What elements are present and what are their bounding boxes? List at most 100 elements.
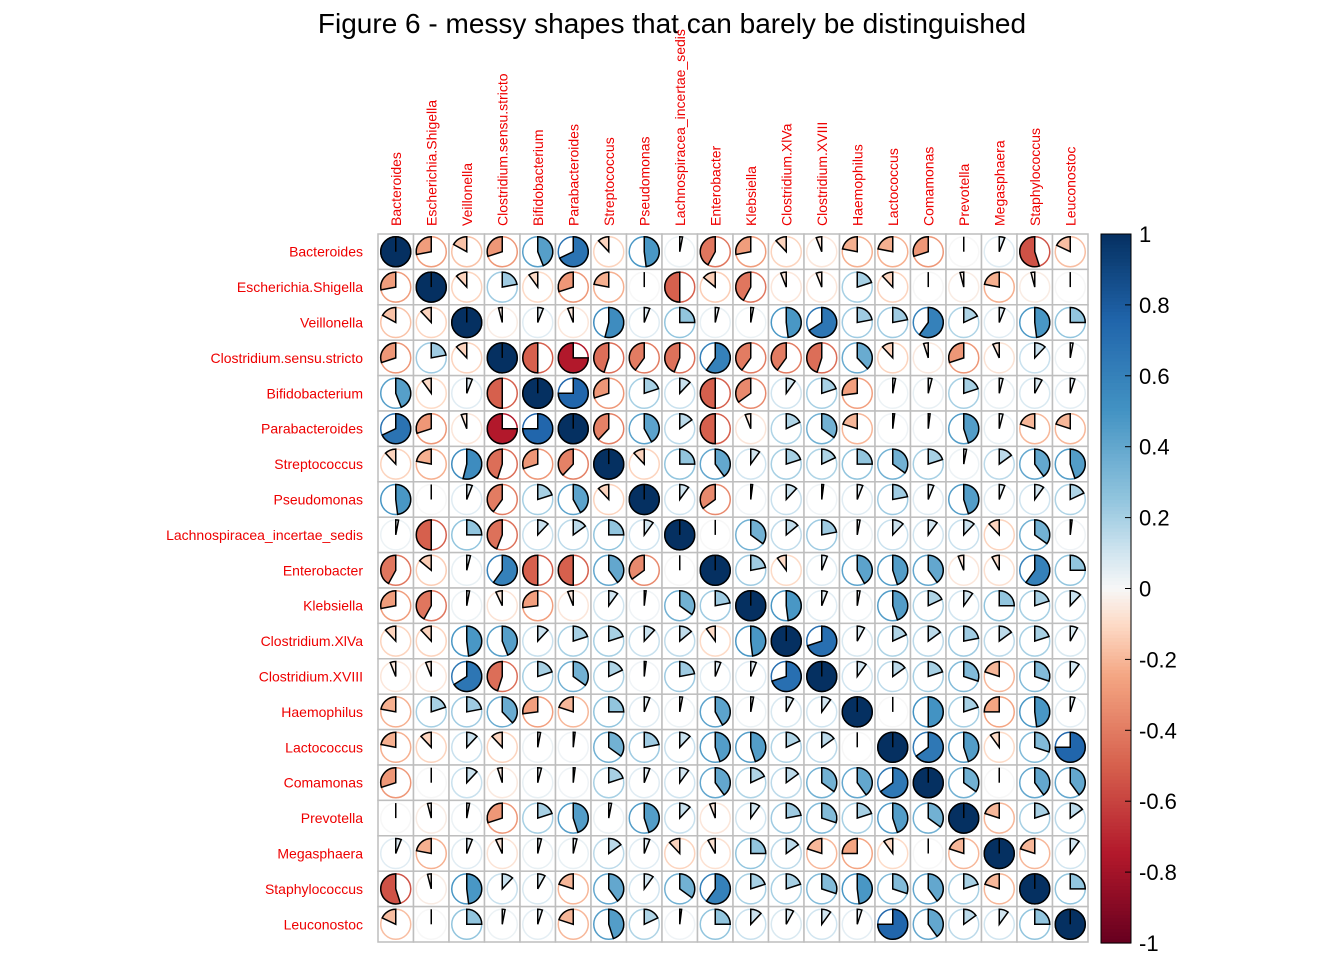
pie-mark	[1054, 731, 1086, 764]
pie-mark	[771, 660, 802, 693]
cell-Clostridium.sensu.stricto-Leuconostoc	[1051, 339, 1089, 377]
pie-mark	[557, 554, 574, 587]
pie-mark	[892, 625, 908, 643]
pie-mark	[593, 377, 610, 399]
pie-mark	[882, 837, 894, 856]
pie-mark	[679, 235, 684, 252]
pie-mark	[466, 873, 483, 905]
pie-mark	[679, 377, 692, 396]
cell-Clostridium.XlVa-Clostridium.XVIII	[803, 622, 841, 660]
cell-Haemophilus-Escherichia.Shigella	[412, 693, 450, 731]
cell-Megasphaera-Enterobacter	[696, 835, 734, 872]
cell-Bifidobacterium-Prevotella	[945, 374, 983, 412]
cell-Enterobacter-Lactococcus	[874, 551, 912, 589]
pie-mark	[785, 448, 802, 466]
pie-mark	[806, 625, 838, 657]
cell-Leuconostoc-Megasphaera	[980, 905, 1018, 943]
column-label: Escherichia.Shigella	[423, 100, 439, 226]
cell-Comamonas-Staphylococcus	[1016, 764, 1054, 802]
cell-Megasphaera-Lactococcus	[874, 835, 912, 872]
pie-mark	[558, 908, 574, 926]
pie-mark	[856, 660, 868, 679]
pie-mark	[714, 448, 731, 478]
colorbar-tick-label: 0.6	[1139, 364, 1170, 389]
cell-Clostridium.sensu.stricto-Bifidobacterium	[519, 339, 557, 377]
cell-Haemophilus-Enterobacter	[696, 693, 734, 731]
cell-Haemophilus-Bacteroides	[377, 693, 415, 731]
pie-mark	[486, 660, 503, 692]
cell-Klebsiella-Pseudomonas	[625, 587, 663, 625]
pie-mark	[537, 837, 543, 854]
cell-Clostridium.sensu.stricto-Clostridium.XlVa	[767, 339, 805, 377]
pie-mark	[779, 271, 787, 288]
pie-mark	[774, 235, 787, 254]
pie-mark	[714, 908, 732, 926]
cell-Staphylococcus-Bacteroides	[377, 870, 415, 908]
pie-mark	[785, 306, 802, 339]
pie-mark	[415, 448, 432, 466]
pie-mark	[466, 589, 471, 606]
pie-mark	[572, 837, 578, 854]
cell-Bifidobacterium-Leuconostoc	[1051, 374, 1089, 412]
pie-mark	[424, 660, 432, 677]
cell-Megasphaera-Comamonas	[909, 835, 947, 872]
column-label: Klebsiella	[743, 166, 759, 226]
cell-Prevotella-Clostridium.sensu.stricto	[483, 799, 521, 837]
cell-Leuconostoc-Bacteroides	[377, 905, 415, 943]
pie-mark	[912, 235, 929, 258]
cell-Bifidobacterium-Lachnospiracea_incertae_sedis	[661, 374, 699, 412]
pie-mark	[1034, 519, 1051, 545]
cell-Enterobacter-Haemophilus	[838, 551, 876, 589]
pie-mark	[998, 306, 1006, 323]
cell-Pseudomonas-Bifidobacterium	[519, 481, 557, 518]
cell-Parabacteroides-Escherichia.Shigella	[412, 410, 450, 448]
cell-Megasphaera-Staphylococcus	[1016, 835, 1054, 872]
pie-mark	[991, 554, 1000, 571]
pie-mark	[714, 306, 720, 323]
pie-mark	[927, 589, 943, 607]
cell-Leuconostoc-Prevotella	[945, 905, 983, 943]
cell-Escherichia.Shigella-Clostridium.XlVa	[767, 268, 805, 306]
pie-mark	[537, 483, 553, 501]
pie-mark	[959, 271, 965, 288]
pie-mark	[699, 483, 716, 510]
pie-mark	[892, 483, 909, 501]
cell-Parabacteroides-Streptococcus	[590, 410, 628, 448]
cell-Streptococcus-Veillonella	[448, 445, 486, 483]
cell-Prevotella-Lachnospiracea_incertae_sedis	[661, 799, 699, 837]
pie-mark	[1034, 802, 1050, 820]
pie-mark	[380, 766, 397, 789]
cell-Clostridium.XlVa-Pseudomonas	[625, 622, 663, 660]
cell-Staphylococcus-Lachnospiracea_incertae_sedis	[661, 870, 699, 908]
cell-Clostridium.XVIII-Veillonella	[448, 658, 486, 695]
pie-mark	[707, 837, 716, 854]
pie-mark	[426, 802, 432, 819]
pie-mark	[380, 554, 397, 585]
pie-mark	[927, 412, 931, 429]
cell-Clostridium.XVIII-Enterobacter	[696, 658, 734, 695]
pie-mark	[998, 448, 1013, 466]
pie-mark	[1069, 377, 1076, 394]
cell-Bacteroides-Enterobacter	[696, 233, 734, 271]
cell-Clostridium.XlVa-Megasphaera	[980, 622, 1018, 660]
row-label: Clostridium.sensu.stricto	[211, 350, 364, 366]
cell-Haemophilus-Parabacteroides	[554, 693, 592, 731]
cell-Klebsiella-Lachnospiracea_incertae_sedis	[661, 587, 699, 625]
row-label: Parabacteroides	[261, 421, 363, 437]
pie-mark	[821, 377, 837, 395]
cell-Megasphaera-Bacteroides	[377, 835, 415, 872]
pie-mark	[785, 802, 802, 820]
cell-Clostridium.sensu.stricto-Lactococcus	[874, 339, 912, 377]
cell-Lactococcus-Megasphaera	[980, 728, 1018, 766]
cell-Bacteroides-Clostridium.XVIII	[803, 233, 841, 271]
pie-mark	[856, 483, 864, 500]
pie-mark	[1069, 589, 1082, 608]
pie-mark	[419, 625, 432, 643]
pie-mark	[608, 873, 625, 903]
pie-mark	[957, 554, 965, 571]
pie-mark	[699, 235, 716, 266]
cell-Clostridium.XlVa-Staphylococcus	[1016, 622, 1054, 660]
cell-Comamonas-Prevotella	[945, 764, 983, 802]
pie-mark	[1069, 696, 1076, 713]
pie-mark	[608, 589, 619, 609]
